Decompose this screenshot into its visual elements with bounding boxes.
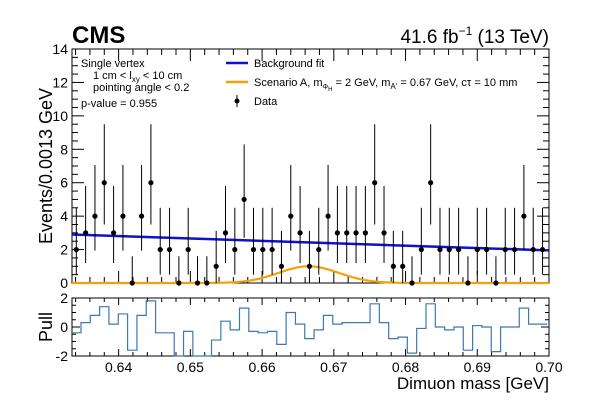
data-point — [92, 213, 98, 219]
data-point — [120, 213, 126, 219]
x-axis-label: Dimuon mass [GeV] — [397, 374, 549, 393]
main-y-tick-label: 14 — [52, 41, 68, 57]
data-points — [73, 124, 546, 286]
main-y-axis-label: Events/0.0013 GeV — [36, 88, 56, 244]
data-point — [297, 230, 303, 236]
data-point — [362, 230, 368, 236]
data-point — [325, 213, 331, 219]
data-point — [474, 246, 480, 253]
data-point — [222, 230, 229, 236]
annotation-lxy: 1 cm < lxy < 10 cm — [93, 70, 182, 84]
luminosity-energy: (13 TeV) — [472, 27, 549, 48]
legend-signal-label: Scenario A, mΦH = 2 GeV, mA' = 0.67 GeV,… — [254, 77, 517, 93]
x-tick-label: 0.64 — [105, 359, 132, 375]
data-point — [428, 180, 434, 186]
data-point — [390, 263, 396, 269]
data-point — [213, 263, 219, 269]
main-y-axis: 0 2 4 6 8 10 12 14 — [52, 41, 549, 291]
data-point — [73, 246, 79, 253]
cms-label: CMS — [72, 22, 125, 49]
data-point — [400, 263, 406, 269]
data-point — [138, 213, 145, 219]
data-point — [493, 280, 499, 286]
data-point — [101, 180, 107, 186]
data-point — [83, 230, 89, 236]
data-point — [437, 246, 443, 253]
pull-y-tick-label: -2 — [56, 348, 69, 364]
x-tick-label: 0.67 — [320, 359, 347, 375]
main-y-tick-label: 6 — [60, 175, 68, 191]
background-fit-line — [71, 233, 550, 252]
data-point — [539, 246, 546, 253]
data-point — [353, 230, 359, 236]
data-point — [176, 280, 182, 286]
annotation-vertex: Single vertex — [81, 58, 145, 70]
pull-y-tick-label: 0 — [60, 319, 68, 335]
data-point — [381, 230, 387, 236]
luminosity-value: 41.6 fb — [400, 27, 458, 48]
data-point — [316, 246, 322, 253]
pull-y-axis-label: Pull — [36, 312, 56, 342]
pull-y-tick-label: 2 — [60, 290, 68, 306]
luminosity-label: 41.6 fb−1 (13 TeV) — [400, 24, 549, 48]
main-y-tick-label: 10 — [52, 108, 68, 124]
data-point — [129, 280, 135, 286]
data-point — [111, 230, 117, 236]
data-point — [409, 280, 415, 286]
pull-series — [72, 300, 548, 357]
main-x-axis — [75, 49, 550, 283]
annotation-pointing-angle: pointing angle < 0.2 — [93, 82, 189, 94]
data-point — [372, 180, 378, 186]
luminosity-exponent: −1 — [459, 24, 473, 38]
annotation-p-value: p-value = 0.955 — [81, 98, 157, 110]
data-point — [288, 213, 294, 219]
pull-step-line — [72, 300, 548, 357]
data-point — [157, 246, 163, 253]
pull-x-axis: 0.64 0.65 0.66 0.67 0.68 0.69 0.70 — [75, 298, 563, 375]
x-tick-label: 0.69 — [464, 359, 491, 375]
pull-y-axis: -2 0 2 — [56, 290, 549, 364]
data-point — [334, 230, 340, 236]
data-point — [194, 280, 201, 286]
legend-background-fit-label: Background fit — [254, 58, 324, 70]
main-y-tick-label: 8 — [60, 141, 68, 157]
data-point — [241, 196, 247, 203]
x-tick-label: 0.65 — [177, 359, 204, 375]
data-point — [278, 263, 285, 269]
data-point — [269, 246, 275, 253]
data-point — [446, 246, 452, 253]
data-point — [260, 246, 266, 253]
data-point — [465, 280, 471, 286]
data-point — [232, 246, 238, 253]
legend: Background fit Scenario A, mΦH = 2 GeV, … — [226, 58, 517, 108]
data-point — [204, 280, 210, 286]
data-point — [306, 263, 313, 269]
data-point — [344, 230, 350, 236]
data-point — [250, 246, 257, 253]
data-point — [521, 213, 527, 219]
data-point — [418, 246, 424, 253]
selection-annotations: Single vertex 1 cm < lxy < 10 cm pointin… — [81, 58, 189, 110]
main-y-tick-label: 4 — [60, 208, 68, 224]
data-point — [456, 246, 462, 253]
data-point — [483, 246, 490, 253]
x-tick-label: 0.68 — [392, 359, 419, 375]
x-tick-label: 0.70 — [535, 359, 562, 375]
main-y-tick-label: 0 — [60, 275, 68, 291]
pull-plot-panel: -2 0 2 0.64 0.65 0.66 0.67 0.68 0.69 0.70 Pull D… — [36, 290, 563, 393]
main-y-tick-label: 12 — [52, 74, 68, 90]
pull-plot-frame — [71, 297, 550, 357]
legend-data-marker — [234, 98, 240, 104]
data-point — [511, 246, 518, 253]
data-point — [185, 246, 191, 253]
data-point — [502, 246, 508, 253]
main-y-tick-label: 2 — [60, 242, 68, 258]
x-tick-label: 0.66 — [248, 359, 275, 375]
main-plot-panel: 0 2 4 6 8 10 12 14 Events/0.0013 GeV Single ver… — [36, 41, 550, 291]
legend-data-label: Data — [254, 96, 278, 108]
data-point — [148, 180, 154, 186]
data-point — [530, 246, 536, 253]
data-point — [166, 246, 173, 253]
